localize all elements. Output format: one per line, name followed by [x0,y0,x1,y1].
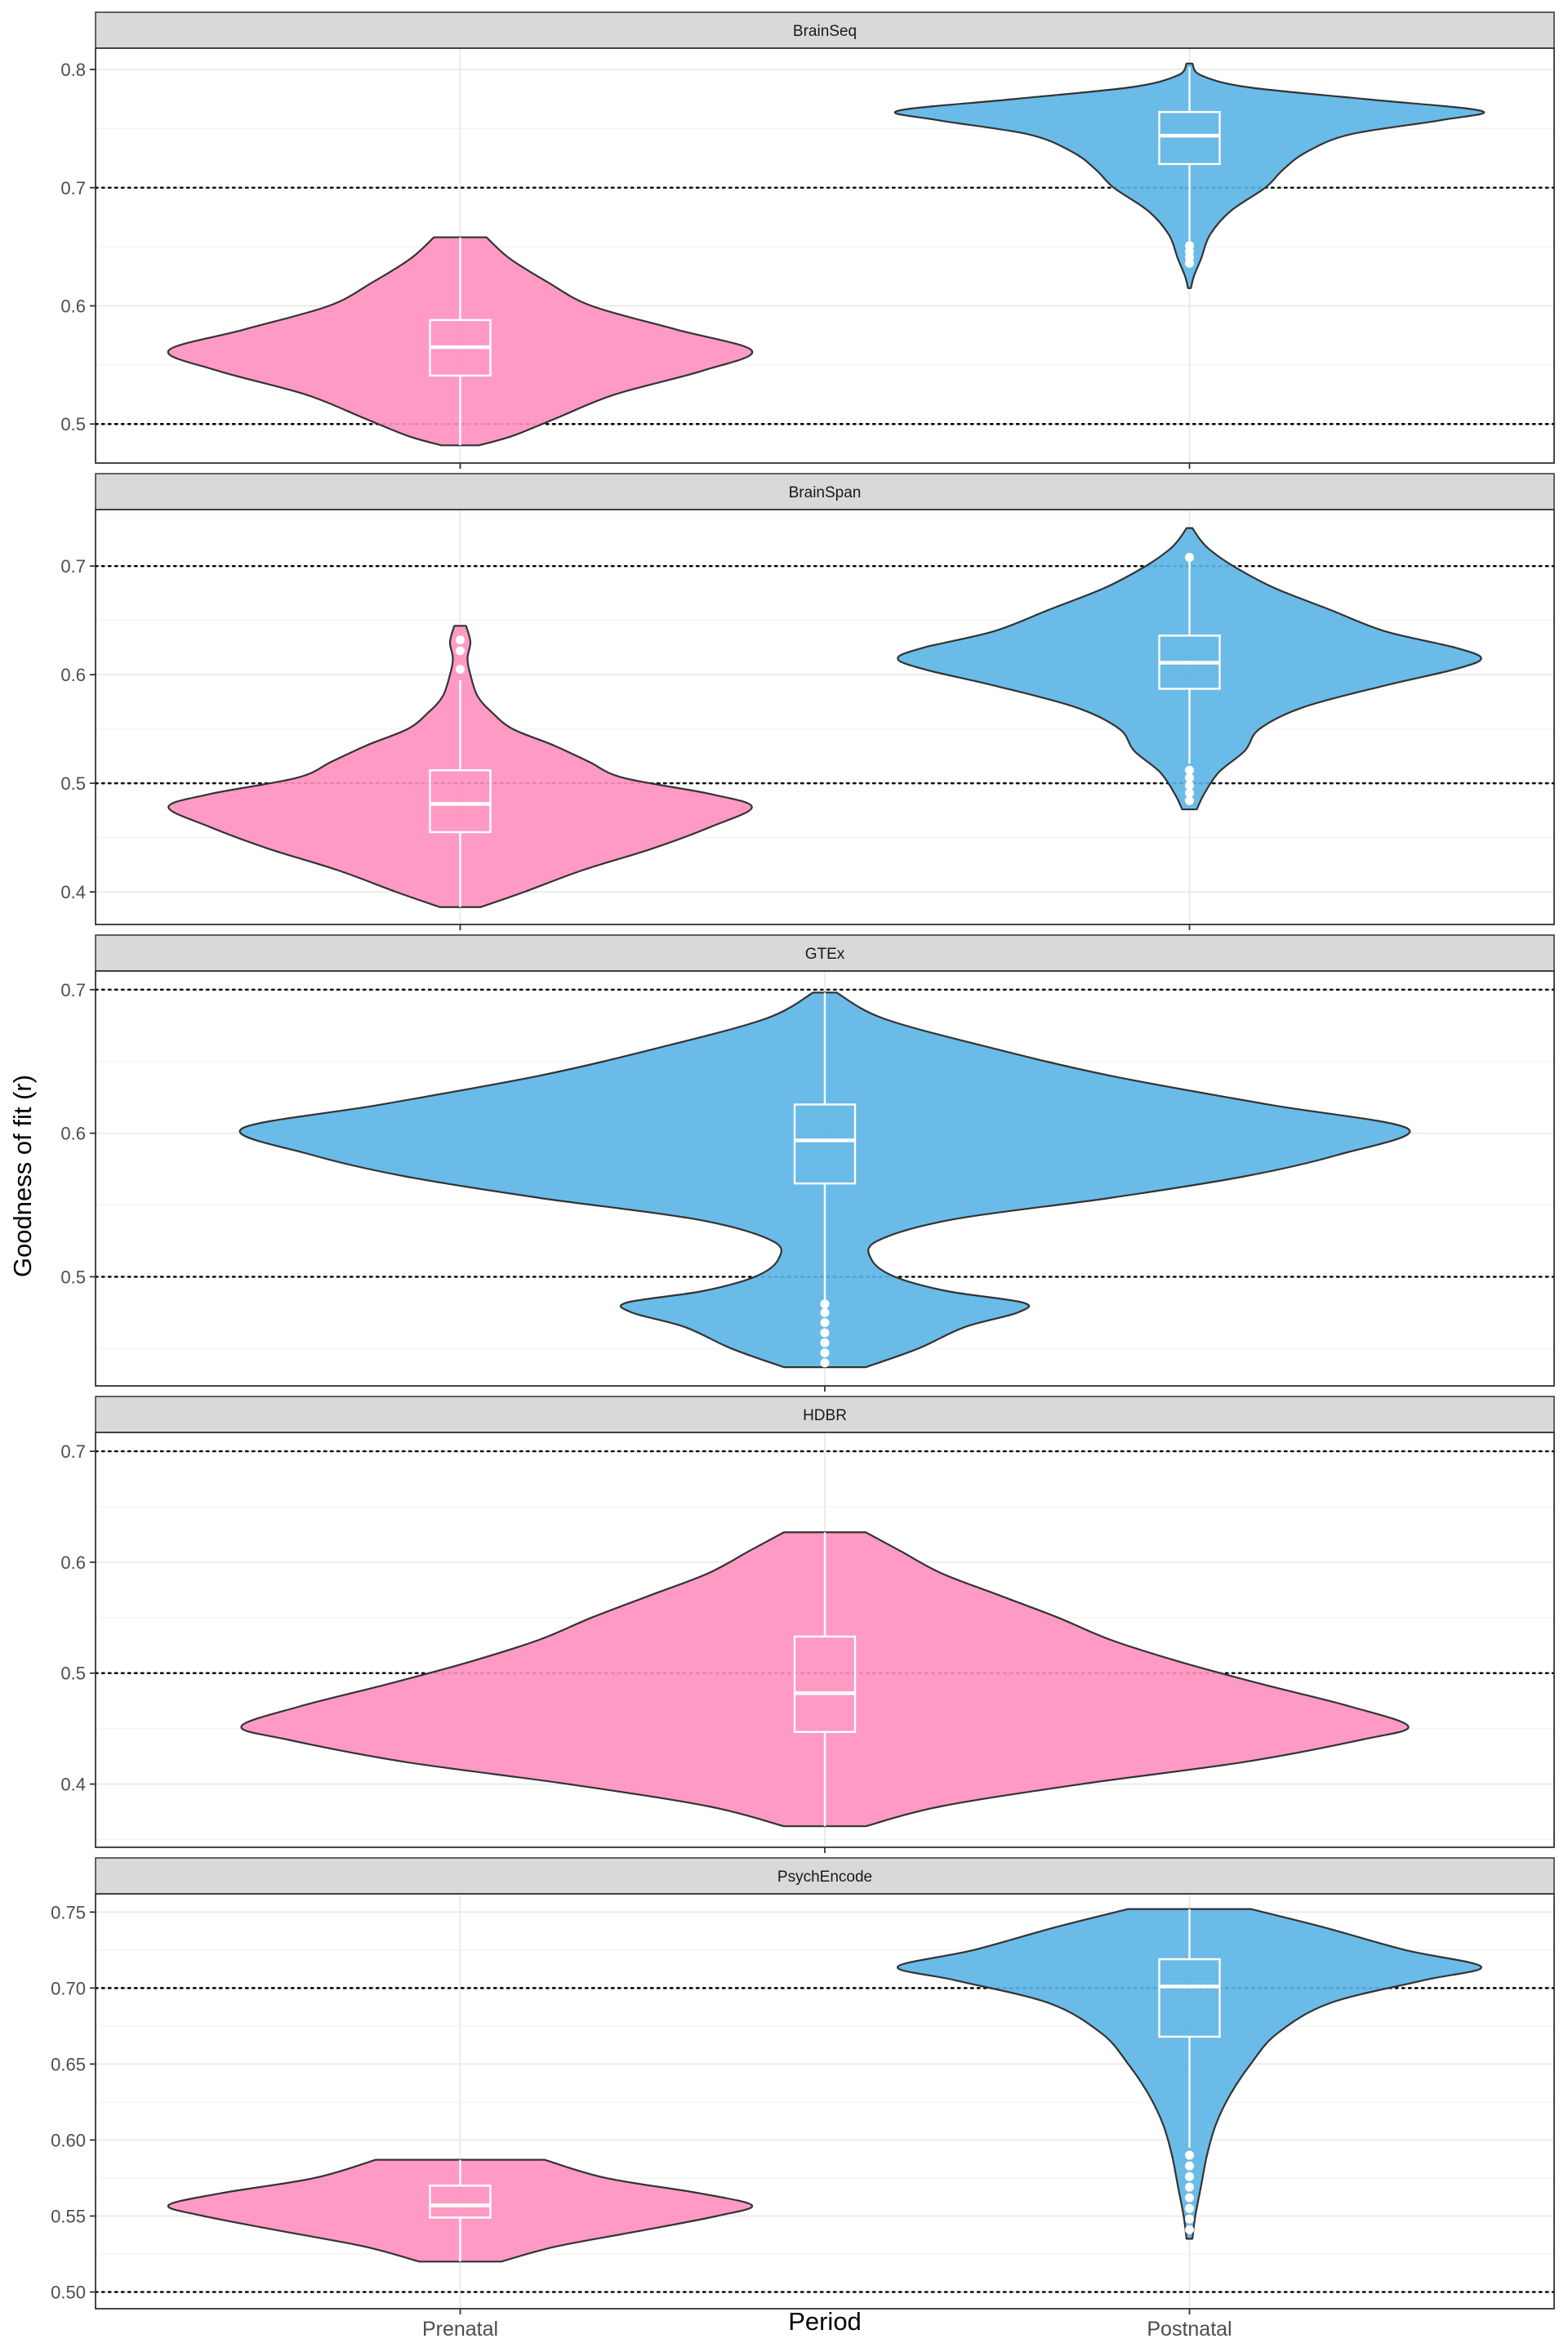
outlier-point [1185,2161,1194,2171]
facet-strip-label: BrainSeq [793,23,857,40]
y-tick-label: 0.5 [60,414,86,434]
y-tick-label: 0.7 [60,556,86,577]
outlier-point [1185,788,1194,798]
y-tick-label: 0.65 [51,2054,86,2074]
x-tick-label: Prenatal [422,2318,498,2341]
violin-postnatal [897,527,1482,811]
y-tick-label: 0.6 [60,1124,86,1144]
y-tick-label: 0.7 [60,178,86,198]
y-tick-label: 0.75 [51,1902,86,1922]
box-iqr [793,1103,857,1185]
outlier-point [1185,2214,1194,2224]
outlier-point [1185,2193,1194,2203]
outlier-point [820,1348,830,1358]
y-axis-title: Goodness of fit (r) [8,1075,37,1277]
y-tick-label: 0.6 [60,1552,86,1573]
outlier-point [1185,2225,1194,2234]
box-iqr [1158,110,1221,166]
outlier-point [456,635,465,645]
outlier-point [820,1318,830,1328]
outlier-point [1185,795,1194,805]
outlier-point [1185,258,1194,268]
boxplot-prenatal [429,635,492,907]
y-tick-label: 0.50 [51,2283,86,2303]
facet-strip [95,1857,1555,1895]
panel-border [95,1893,1555,2310]
y-tick-label: 0.4 [60,882,86,902]
y-tick-label: 0.4 [60,1775,86,1795]
y-tick-label: 0.60 [51,2130,86,2150]
facet-strip [95,934,1555,972]
outlier-point [1185,2172,1194,2181]
outlier-point [456,664,465,674]
facet-strip-label: GTEx [805,946,845,963]
y-tick-label: 0.5 [60,773,86,794]
outlier-point [820,1307,830,1317]
outlier-point [820,1328,830,1338]
facet-strip [95,473,1555,510]
panel-psychencode: PsychEncode 0.50 0.55 0.60 0.65 0.70 0.75 Prena… [51,1857,1556,2341]
outlier-point [1185,553,1194,563]
boxplot-postnatal [1158,1909,1221,2234]
outlier-point [1185,2203,1194,2213]
y-tick-label: 0.7 [60,1441,86,1462]
y-tick-label: 0.70 [51,1978,86,1998]
facet-strip [95,11,1555,49]
facet-strip-label: PsychEncode [777,1869,872,1886]
violin-postnatal [238,991,1411,1369]
y-tick-label: 0.6 [60,665,86,685]
box-iqr [429,768,492,834]
box-iqr [1158,1958,1221,2038]
facet-strip [95,1396,1555,1433]
boxplot-prenatal [429,237,492,446]
boxplot-postnatal [1158,67,1221,268]
violin-prenatal [167,2158,753,2263]
y-tick-label: 0.5 [60,1267,86,1287]
violin-prenatal [240,1531,1410,1828]
x-tick-label: Postnatal [1147,2318,1232,2341]
outlier-point [1185,2150,1194,2160]
outlier-point [1185,2182,1194,2192]
boxplot-postnatal [1158,553,1221,805]
y-tick-label: 0.7 [60,980,86,1000]
outlier-point [1185,773,1194,782]
y-tick-label: 0.6 [60,296,86,317]
outlier-point [820,1338,830,1348]
facet-panels: BrainSeq 0.5 0.6 0.7 0.8 Prenatal Postnatal Bra… [51,11,1556,2341]
outlier-point [1185,781,1194,791]
boxplot-postnatal [793,992,857,1368]
outlier-point [820,1358,830,1368]
y-tick-label: 0.5 [60,1664,86,1684]
boxplot-prenatal [793,1532,857,1827]
panel-border [95,47,1555,464]
panel-border [95,509,1555,925]
y-tick-label: 0.55 [51,2206,86,2226]
facet-strip-label: HDBR [803,1407,847,1424]
y-tick-label: 0.8 [60,60,86,80]
outlier-point [820,1299,830,1309]
facet-strip-label: BrainSpan [789,484,862,501]
box-iqr [793,1635,857,1733]
box-iqr [429,2185,492,2219]
outlier-point [1185,765,1194,775]
outlier-point [456,646,465,656]
x-axis-title: Period [788,2307,862,2336]
violin-prenatal [167,236,754,447]
boxplot-prenatal [429,2159,492,2262]
